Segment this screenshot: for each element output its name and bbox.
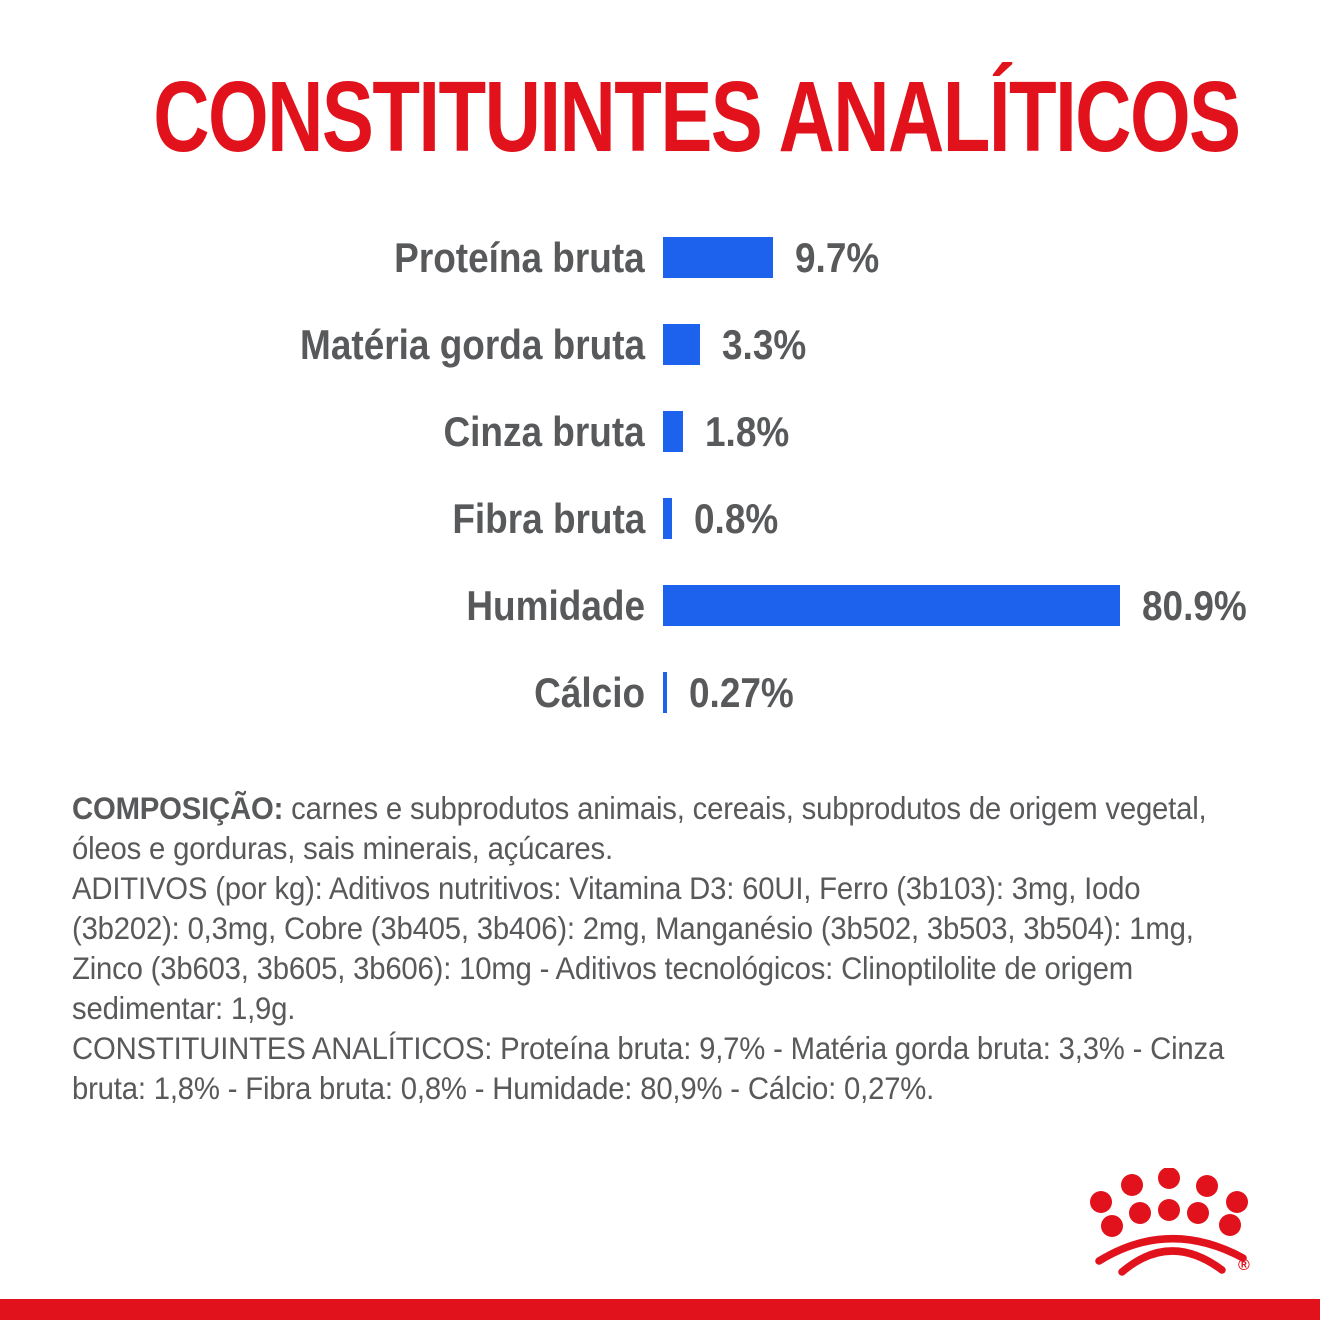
bottom-red-strip bbox=[0, 1299, 1320, 1320]
bar-track: 9.7% bbox=[663, 234, 890, 282]
bar-value: 80.9% bbox=[1142, 581, 1247, 629]
bar-value: 3.3% bbox=[722, 320, 807, 368]
bar-value: 0.27% bbox=[689, 668, 794, 716]
analytical-constituents-bar-chart: Proteína bruta 9.7% Matéria gorda bruta 3.3… bbox=[0, 214, 1320, 736]
royal-canin-crown-logo: ® bbox=[1090, 1168, 1250, 1276]
constituents-paragraph: CONSTITUINTES ANALÍTICOS: Proteína bruta… bbox=[72, 1030, 1225, 1106]
bar-label: Cálcio bbox=[534, 668, 645, 716]
crown-swoosh-outer bbox=[1095, 1235, 1247, 1265]
bar-label: Proteína bruta bbox=[394, 233, 645, 281]
bar-label: Cinza bruta bbox=[443, 407, 645, 455]
additives-paragraph: ADITIVOS (por kg): Aditivos nutritivos: … bbox=[72, 870, 1194, 1026]
composition-paragraph: COMPOSIÇÃO: carnes e subprodutos animais… bbox=[72, 788, 1246, 868]
bar-value: 1.8% bbox=[705, 407, 790, 455]
bar-track: 80.9% bbox=[663, 582, 1261, 630]
registered-trademark-icon: ® bbox=[1238, 1257, 1250, 1274]
chart-row: Humidade 80.9% bbox=[0, 562, 1320, 649]
bar-label: Matéria gorda bruta bbox=[299, 320, 645, 368]
bar-track: 1.8% bbox=[663, 408, 801, 456]
composition-label: COMPOSIÇÃO: bbox=[72, 790, 284, 826]
chart-row: Proteína bruta 9.7% bbox=[0, 214, 1320, 301]
chart-row: Matéria gorda bruta 3.3% bbox=[0, 301, 1320, 388]
bar bbox=[663, 237, 773, 278]
bar-label: Fibra bruta bbox=[451, 494, 645, 542]
bar bbox=[663, 411, 684, 452]
bar-track: 0.27% bbox=[663, 669, 808, 717]
bar bbox=[663, 585, 1120, 626]
chart-row: Cálcio 0.27% bbox=[0, 649, 1320, 736]
composition-text-block: COMPOSIÇÃO: carnes e subprodutos animais… bbox=[72, 788, 1246, 1108]
page-title: CONSTITUINTES ANALÍTICOS bbox=[0, 62, 1320, 172]
page-title-text: CONSTITUINTES ANALÍTICOS bbox=[153, 61, 1241, 173]
bar bbox=[663, 498, 673, 539]
crown-swoosh-inner bbox=[1118, 1247, 1226, 1276]
bar bbox=[663, 324, 701, 365]
bar-value: 0.8% bbox=[694, 494, 779, 542]
bar-value: 9.7% bbox=[794, 233, 879, 281]
chart-row: Fibra bruta 0.8% bbox=[0, 475, 1320, 562]
bar-track: 3.3% bbox=[663, 321, 818, 369]
composition-body: carnes e subprodutos animais, cereais, s… bbox=[72, 790, 1207, 866]
bar-track: 0.8% bbox=[663, 495, 790, 543]
bar bbox=[663, 672, 667, 713]
chart-row: Cinza bruta 1.8% bbox=[0, 388, 1320, 475]
bar-label: Humidade bbox=[466, 581, 645, 629]
